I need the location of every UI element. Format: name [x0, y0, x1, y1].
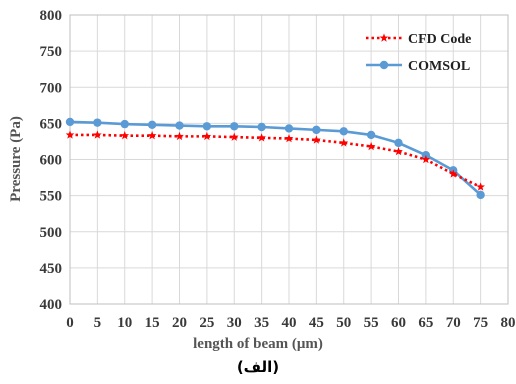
- data-point: [120, 119, 129, 129]
- x-tick-label: 25: [199, 315, 214, 331]
- data-point: [93, 130, 102, 139]
- data-point: [229, 132, 239, 141]
- data-point: [284, 133, 294, 143]
- x-tick-label: 50: [336, 315, 351, 331]
- x-tick-label: 65: [418, 315, 433, 331]
- data-point: [120, 131, 130, 140]
- data-point: [366, 141, 376, 151]
- x-tick-label: 80: [501, 315, 516, 331]
- figure-caption: (الف): [237, 358, 279, 376]
- data-point: [284, 124, 294, 133]
- x-tick-label: 5: [94, 315, 102, 331]
- y-tick-label: 600: [40, 153, 63, 169]
- data-point: [93, 118, 102, 127]
- x-tick-label: 55: [364, 315, 379, 331]
- series-cfd-code: [65, 130, 485, 191]
- x-tick-label: 40: [282, 315, 297, 331]
- series-line-cfd-code: [70, 133, 482, 189]
- data-point: [257, 133, 266, 142]
- series-layer: [65, 117, 485, 200]
- y-tick-label: 400: [40, 297, 63, 313]
- plot-frame: [69, 14, 509, 305]
- y-tick-label: 450: [40, 261, 63, 277]
- data-point: [312, 125, 321, 135]
- data-point: [476, 182, 485, 191]
- data-point: [175, 131, 184, 141]
- data-point: [147, 120, 157, 130]
- y-tick-label: 800: [40, 8, 63, 24]
- y-tick-label: 500: [40, 225, 63, 241]
- data-point: [175, 121, 184, 130]
- x-tick-label: 70: [446, 315, 461, 331]
- data-point: [339, 127, 348, 136]
- data-point: [394, 146, 403, 156]
- x-tick-label: 35: [254, 315, 269, 331]
- data-point: [202, 122, 212, 131]
- data-point: [230, 122, 239, 131]
- x-tick-label: 20: [172, 315, 187, 331]
- x-tick-label: 30: [227, 315, 242, 331]
- y-tick-label: 700: [40, 80, 63, 96]
- data-point: [65, 117, 75, 127]
- y-tick-label: 550: [40, 189, 63, 205]
- data-point: [65, 130, 75, 139]
- x-tick-label: 10: [117, 315, 132, 331]
- legend-item-comsol: COMSOL: [366, 59, 470, 74]
- data-point: [394, 138, 403, 148]
- x-axis-title: length of beam (μm): [193, 336, 323, 352]
- y-tick-label: 650: [40, 116, 63, 132]
- data-point: [339, 138, 349, 147]
- x-axis-ticks: 0 5 10 15 20 25 30 35 40 45 50 55 60 65 70 75 80: [66, 315, 515, 331]
- x-tick-label: 15: [145, 315, 160, 331]
- x-tick-label: 0: [66, 315, 74, 331]
- star-marker-icon: [379, 33, 389, 42]
- data-point: [312, 135, 321, 144]
- data-point: [202, 131, 212, 141]
- data-point: [366, 130, 376, 140]
- data-point: [257, 122, 266, 132]
- legend: CFD Code COMSOL: [366, 32, 471, 74]
- legend-item-cfd-code: CFD Code: [366, 32, 471, 47]
- series-line-comsol: [69, 120, 482, 196]
- legend-label-comsol: COMSOL: [408, 59, 470, 74]
- y-tick-label: 750: [40, 44, 63, 60]
- data-point: [421, 154, 431, 164]
- x-tick-label: 75: [473, 315, 488, 331]
- y-axis-title: Pressure (Pa): [8, 116, 24, 202]
- x-tick-label: 45: [309, 315, 324, 331]
- data-point: [476, 190, 485, 200]
- y-axis-ticks: 400 450 500 550 600 650 700 750 800: [40, 8, 63, 313]
- x-tick-label: 60: [391, 315, 406, 331]
- data-point: [448, 169, 458, 178]
- series-comsol: [65, 117, 485, 200]
- legend-label-cfd-code: CFD Code: [408, 32, 471, 47]
- data-point: [147, 131, 157, 140]
- circle-marker-icon: [379, 60, 389, 70]
